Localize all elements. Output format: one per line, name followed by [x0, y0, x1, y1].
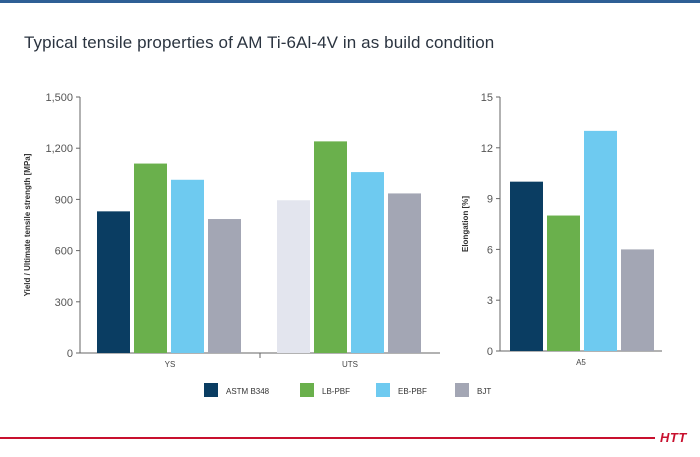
y-tick-label: 0: [487, 346, 493, 358]
bar-uts-lb-pbf: [314, 141, 347, 353]
company-logo: HTT: [660, 430, 687, 445]
legend-swatch-eb-pbf: [376, 383, 390, 397]
x-category-label: A5: [576, 358, 586, 367]
bar-a5-astm-b348: [510, 181, 543, 351]
y-tick-label: 3: [487, 295, 493, 307]
legend-label: BJT: [477, 387, 491, 396]
bar-uts-eb-pbf: [351, 172, 384, 353]
bar-uts-bjt: [388, 193, 421, 353]
footer-line: [0, 437, 655, 439]
y-axis-label: Elongation [%]: [461, 196, 470, 252]
y-tick-label: 0: [67, 348, 73, 360]
y-tick-label: 6: [487, 244, 493, 256]
chart-title: Typical tensile properties of AM Ti-6Al-…: [24, 33, 495, 52]
y-tick-label: 900: [55, 194, 73, 206]
x-category-label: UTS: [342, 360, 358, 369]
y-tick-label: 12: [481, 143, 493, 155]
legend-label: LB-PBF: [322, 387, 350, 396]
bar-a5-lb-pbf: [547, 215, 580, 351]
legend-swatch-bjt: [455, 383, 469, 397]
elongation-plot: 0 3 6 9 12 15 Elongation [%] A5: [461, 92, 662, 367]
legend-swatch-lb-pbf: [300, 383, 314, 397]
legend-label: ASTM B348: [226, 387, 270, 396]
x-category-label: YS: [165, 360, 176, 369]
bar-a5-bjt: [621, 249, 654, 351]
top-accent-bar: [0, 0, 700, 3]
y-tick-label: 1,200: [45, 143, 73, 155]
bar-ys-bjt: [208, 219, 241, 353]
bar-uts-astm-b348: [277, 200, 310, 353]
y-tick-label: 9: [487, 194, 493, 206]
bar-ys-eb-pbf: [171, 179, 204, 353]
y-tick-label: 15: [481, 92, 493, 104]
legend-swatch-astm-b348: [204, 383, 218, 397]
bar-ys-astm-b348: [97, 211, 130, 353]
bar-ys-lb-pbf: [134, 163, 167, 353]
chart-legend: ASTM B348 LB-PBF EB-PBF BJT: [204, 383, 491, 397]
strength-plot: 0 300 600 900 1,200 1,500 Yield / Ultimate ten…: [23, 92, 440, 369]
bar-a5-eb-pbf: [584, 130, 617, 351]
y-axis-label: Yield / Ultimate tensile strength [MPa]: [23, 153, 32, 296]
y-tick-label: 1,500: [45, 92, 73, 104]
y-tick-label: 600: [55, 246, 73, 258]
legend-label: EB-PBF: [398, 387, 427, 396]
y-tick-label: 300: [55, 297, 73, 309]
